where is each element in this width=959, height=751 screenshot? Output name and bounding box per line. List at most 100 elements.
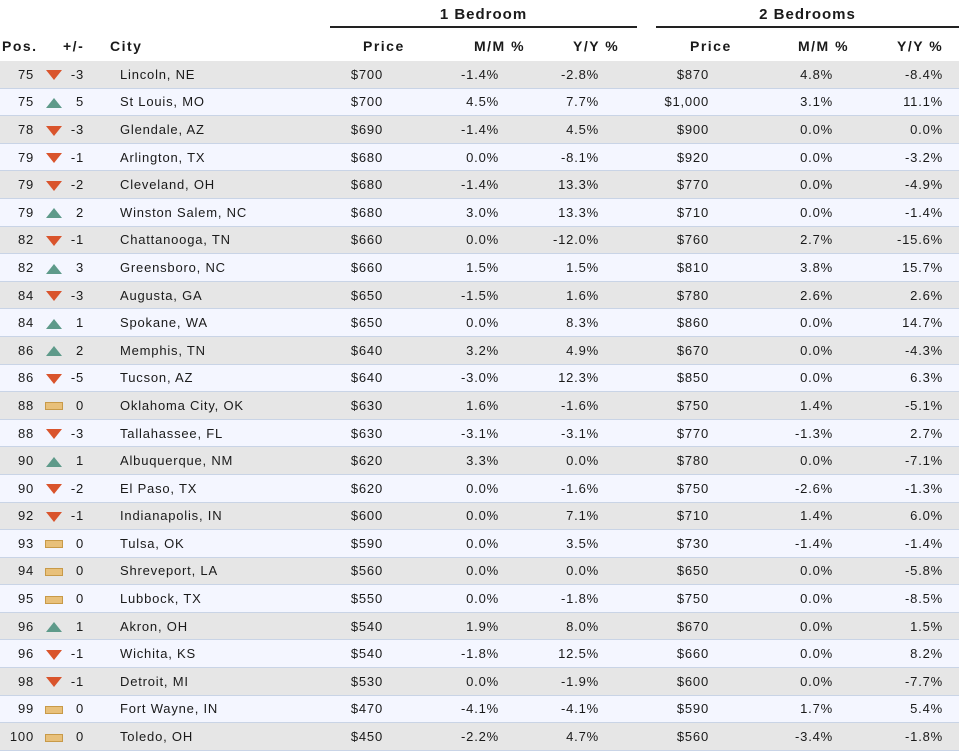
up-arrow-icon	[46, 208, 62, 219]
table-row: 88 -3 Tallahassee, FL $630 -3.1% -3.1% $770 -1.…	[0, 419, 959, 448]
cell-city: El Paso, TX	[98, 474, 288, 503]
down-arrow-icon	[46, 153, 62, 164]
no-change-icon	[45, 706, 63, 715]
cell-price-2br: $670	[615, 612, 731, 641]
cell-mm-2br: -1.3%	[731, 419, 847, 448]
cell-pos: 86	[0, 336, 40, 365]
cell-price-1br: $700	[288, 61, 405, 89]
cell-yy-1br: 3.5%	[513, 529, 615, 558]
col-header-yy-1br: Y/Y %	[573, 38, 620, 54]
cell-mm-1br: 0.0%	[405, 529, 513, 558]
up-arrow-icon	[46, 263, 62, 274]
cell-yy-2br: 15.7%	[847, 253, 959, 282]
cell-price-2br: $920	[615, 143, 731, 172]
down-arrow-icon	[46, 291, 62, 302]
cell-city: Glendale, AZ	[98, 115, 288, 144]
cell-yy-1br: 7.7%	[513, 88, 615, 117]
cell-yy-2br: -5.8%	[847, 557, 959, 586]
cell-city: Augusta, GA	[98, 281, 288, 310]
cell-city: Winston Salem, NC	[98, 198, 288, 227]
table-row: 90 1 Albuquerque, NM $620 3.3% 0.0% $780 0.0% -7…	[0, 446, 959, 475]
cell-price-2br: $710	[615, 502, 731, 531]
down-arrow-icon	[46, 429, 62, 440]
cell-mm-2br: 0.0%	[731, 170, 847, 199]
cell-mm-1br: 1.9%	[405, 612, 513, 641]
cell-trend	[40, 226, 68, 255]
table-row: 79 2 Winston Salem, NC $680 3.0% 13.3% $710 0.0…	[0, 198, 959, 227]
cell-yy-2br: 1.5%	[847, 612, 959, 641]
cell-yy-1br: 4.7%	[513, 722, 615, 751]
table-row: 79 -1 Arlington, TX $680 0.0% -8.1% $920 0.0% -3…	[0, 143, 959, 172]
cell-yy-2br: -15.6%	[847, 226, 959, 255]
cell-pos: 79	[0, 198, 40, 227]
cell-change: 2	[68, 336, 98, 365]
cell-mm-2br: -2.6%	[731, 474, 847, 503]
cell-trend	[40, 474, 68, 503]
table-row: 86 2 Memphis, TN $640 3.2% 4.9% $670 0.0% -4.3%	[0, 336, 959, 365]
cell-price-1br: $550	[288, 584, 405, 613]
cell-city: Tucson, AZ	[98, 364, 288, 393]
cell-yy-1br: 12.3%	[513, 364, 615, 393]
cell-city: Shreveport, LA	[98, 557, 288, 586]
cell-mm-1br: 3.2%	[405, 336, 513, 365]
cell-change: 3	[68, 253, 98, 282]
down-arrow-icon	[46, 125, 62, 136]
cell-trend	[40, 584, 68, 613]
cell-price-1br: $630	[288, 419, 405, 448]
cell-change: -1	[68, 639, 98, 669]
table-row: 82 -1 Chattanooga, TN $660 0.0% -12.0% $760 2.7…	[0, 226, 959, 255]
table-row: 92 -1 Indianapolis, IN $600 0.0% 7.1% $710 1.4%…	[0, 502, 959, 531]
down-arrow-icon	[46, 511, 62, 522]
cell-mm-2br: 2.7%	[731, 226, 847, 255]
table-row: 93 0 Tulsa, OK $590 0.0% 3.5% $730 -1.4% -1.4%	[0, 529, 959, 558]
cell-yy-2br: -1.4%	[847, 198, 959, 227]
cell-price-1br: $590	[288, 529, 405, 558]
group-title-1-bedroom: 1 Bedroom	[439, 6, 528, 23]
col-header-price-2br: Price	[690, 38, 732, 54]
table-row: 84 1 Spokane, WA $650 0.0% 8.3% $860 0.0% 14.7%	[0, 308, 959, 337]
table-row: 96 1 Akron, OH $540 1.9% 8.0% $670 0.0% 1.5%	[0, 612, 959, 641]
cell-change: -1	[68, 143, 98, 172]
cell-price-1br: $620	[288, 446, 405, 475]
cell-trend	[40, 639, 68, 669]
cell-price-2br: $710	[615, 198, 731, 227]
group-underline	[330, 26, 637, 28]
col-header-pos: Pos.	[2, 38, 38, 54]
cell-pos: 75	[0, 61, 40, 89]
col-header-mm-2br: M/M %	[798, 38, 850, 54]
cell-yy-1br: 7.1%	[513, 502, 615, 531]
cell-change: 0	[68, 391, 98, 420]
cell-price-1br: $530	[288, 667, 405, 696]
cell-price-2br: $560	[615, 722, 731, 751]
table-row: 99 0 Fort Wayne, IN $470 -4.1% -4.1% $590 1.7% 5…	[0, 695, 959, 724]
cell-yy-1br: 1.6%	[513, 281, 615, 310]
down-arrow-icon	[46, 180, 62, 191]
cell-price-1br: $640	[288, 364, 405, 393]
cell-trend	[40, 88, 68, 117]
table-row: 96 -1 Wichita, KS $540 -1.8% 12.5% $660 0.0% 8.2…	[0, 639, 959, 669]
cell-mm-1br: -3.1%	[405, 419, 513, 448]
cell-price-2br: $750	[615, 474, 731, 503]
cell-mm-1br: 3.0%	[405, 198, 513, 227]
cell-mm-1br: -1.4%	[405, 115, 513, 144]
cell-yy-2br: -7.7%	[847, 667, 959, 696]
group-title-2-bedrooms: 2 Bedrooms	[759, 6, 856, 23]
cell-mm-1br: -4.1%	[405, 695, 513, 724]
cell-pos: 82	[0, 226, 40, 255]
cell-price-2br: $860	[615, 308, 731, 337]
no-change-icon	[45, 568, 63, 577]
cell-price-2br: $810	[615, 253, 731, 282]
group-header-1-bedroom: 1 Bedroom	[330, 6, 637, 28]
cell-price-2br: $900	[615, 115, 731, 144]
cell-price-2br: $780	[615, 446, 731, 475]
up-arrow-icon	[46, 97, 62, 108]
cell-mm-2br: 0.0%	[731, 667, 847, 696]
cell-city: Fort Wayne, IN	[98, 695, 288, 724]
cell-mm-1br: 0.0%	[405, 557, 513, 586]
cell-trend	[40, 695, 68, 724]
cell-yy-1br: 12.5%	[513, 639, 615, 669]
cell-pos: 94	[0, 557, 40, 586]
cell-city: Tallahassee, FL	[98, 419, 288, 448]
cell-yy-1br: 1.5%	[513, 253, 615, 282]
cell-trend	[40, 336, 68, 365]
